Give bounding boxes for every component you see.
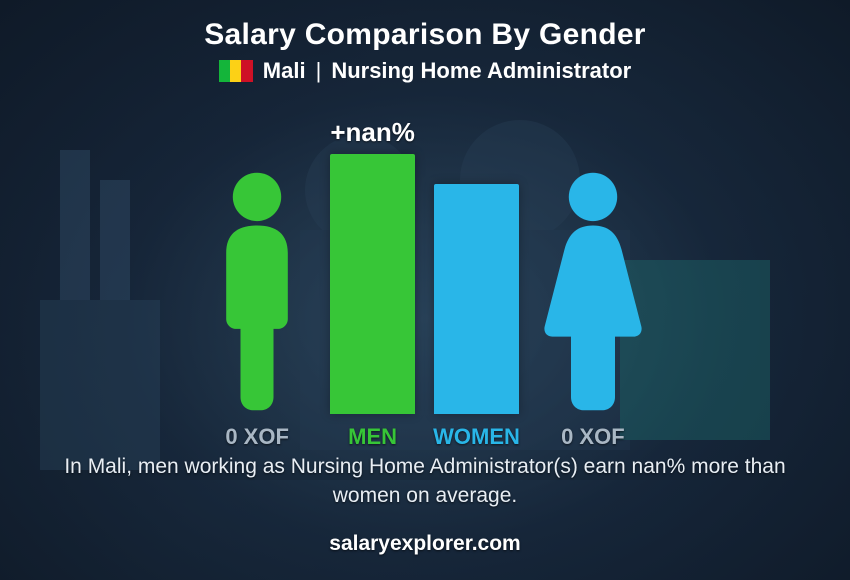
- women-bar: [434, 184, 519, 414]
- men-salary-label: 0 XOF: [225, 424, 289, 450]
- chart-area: 0 XOF +nan% MEN WOMEN 0 XOF: [0, 100, 850, 450]
- women-salary-label: 0 XOF: [561, 424, 625, 450]
- subtitle-separator: |: [316, 58, 322, 84]
- men-bar: [330, 154, 415, 414]
- women-label: WOMEN: [433, 424, 520, 450]
- men-bar-column: +nan% MEN: [330, 117, 415, 450]
- woman-icon: [538, 169, 648, 414]
- description-text: In Mali, men working as Nursing Home Adm…: [60, 453, 790, 510]
- country-name: Mali: [263, 58, 306, 84]
- men-bar-top-label: +nan%: [330, 117, 415, 148]
- men-icon-column: 0 XOF: [202, 169, 312, 450]
- page-title: Salary Comparison By Gender: [0, 0, 850, 52]
- job-title: Nursing Home Administrator: [331, 58, 631, 84]
- mali-flag-icon: [219, 60, 253, 82]
- man-icon: [202, 169, 312, 414]
- women-icon-column: 0 XOF: [538, 169, 648, 450]
- women-bar-column: WOMEN: [433, 184, 520, 450]
- men-label: MEN: [348, 424, 397, 450]
- subtitle-row: Mali | Nursing Home Administrator: [0, 58, 850, 84]
- footer-source: salaryexplorer.com: [0, 532, 850, 556]
- y-axis-wrap: Average Monthly Salary: [820, 0, 850, 580]
